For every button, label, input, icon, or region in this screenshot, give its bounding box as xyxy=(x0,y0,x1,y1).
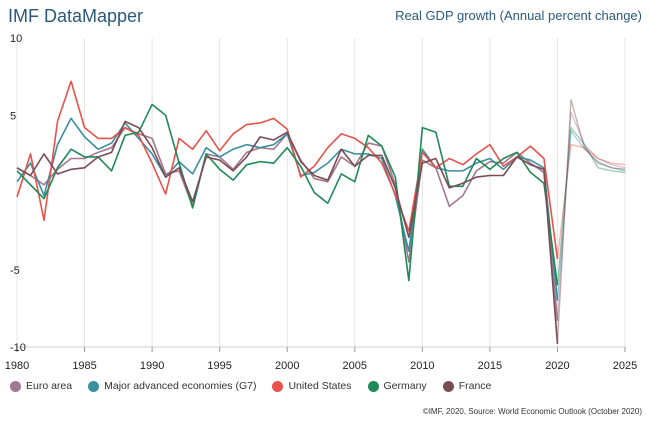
legend-item-germany[interactable]: Germany xyxy=(367,380,427,392)
y-tick-label-5: 5 xyxy=(10,110,16,122)
x-tick-label-1995: 1995 xyxy=(207,360,231,372)
series-line-germany xyxy=(16,103,559,286)
series-forecast-line-france xyxy=(556,99,626,344)
x-tick-label-2010: 2010 xyxy=(410,360,434,372)
x-tick-label-2020: 2020 xyxy=(545,360,569,372)
chart-legend: Euro area Major advanced economies (G7) … xyxy=(10,380,491,392)
series-line-france xyxy=(16,120,559,344)
legend-swatch-icon xyxy=(367,380,379,392)
legend-swatch-icon xyxy=(10,380,21,392)
legend-label: Germany xyxy=(383,380,427,392)
legend-item-g7[interactable]: Major advanced economies (G7) xyxy=(88,380,256,392)
legend-item-france[interactable]: France xyxy=(442,380,492,392)
legend-swatch-icon xyxy=(272,380,284,392)
y-tick-label--10: -10 xyxy=(10,342,26,354)
x-tick-label-2015: 2015 xyxy=(478,360,502,372)
source-note: ©IMF, 2020, Source: World Economic Outlo… xyxy=(422,407,642,416)
legend-label: Euro area xyxy=(26,380,73,392)
legend-label: United States xyxy=(288,380,352,392)
x-tick-label-2005: 2005 xyxy=(343,360,367,372)
series-forecast-line-germany xyxy=(556,126,626,286)
series-forecast-line-euro-area xyxy=(556,111,626,321)
legend-label: France xyxy=(458,380,492,392)
x-tick-label-2000: 2000 xyxy=(275,360,299,372)
legend-swatch-icon xyxy=(442,380,454,392)
x-tick-label-1985: 1985 xyxy=(72,360,96,372)
series-forecast-line-major-advanced-economies-g7 xyxy=(556,130,626,301)
y-tick-label-10: 10 xyxy=(10,33,22,45)
legend-item-euro-area[interactable]: Euro area xyxy=(10,380,72,392)
chart-title: Real GDP growth (Annual percent change) xyxy=(395,8,642,23)
brand-title: IMF DataMapper xyxy=(8,6,144,26)
legend-label: Major advanced economies (G7) xyxy=(104,380,257,392)
series-line-united-states xyxy=(16,80,559,260)
x-tick-label-2025: 2025 xyxy=(613,360,637,372)
legend-swatch-icon xyxy=(88,380,100,392)
y-tick-label--5: -5 xyxy=(10,265,20,277)
series-forecast-line-united-states xyxy=(556,143,626,260)
legend-item-united-states[interactable]: United States xyxy=(272,380,352,392)
x-tick-label-1990: 1990 xyxy=(140,360,164,372)
x-tick-label-1980: 1980 xyxy=(5,360,29,372)
